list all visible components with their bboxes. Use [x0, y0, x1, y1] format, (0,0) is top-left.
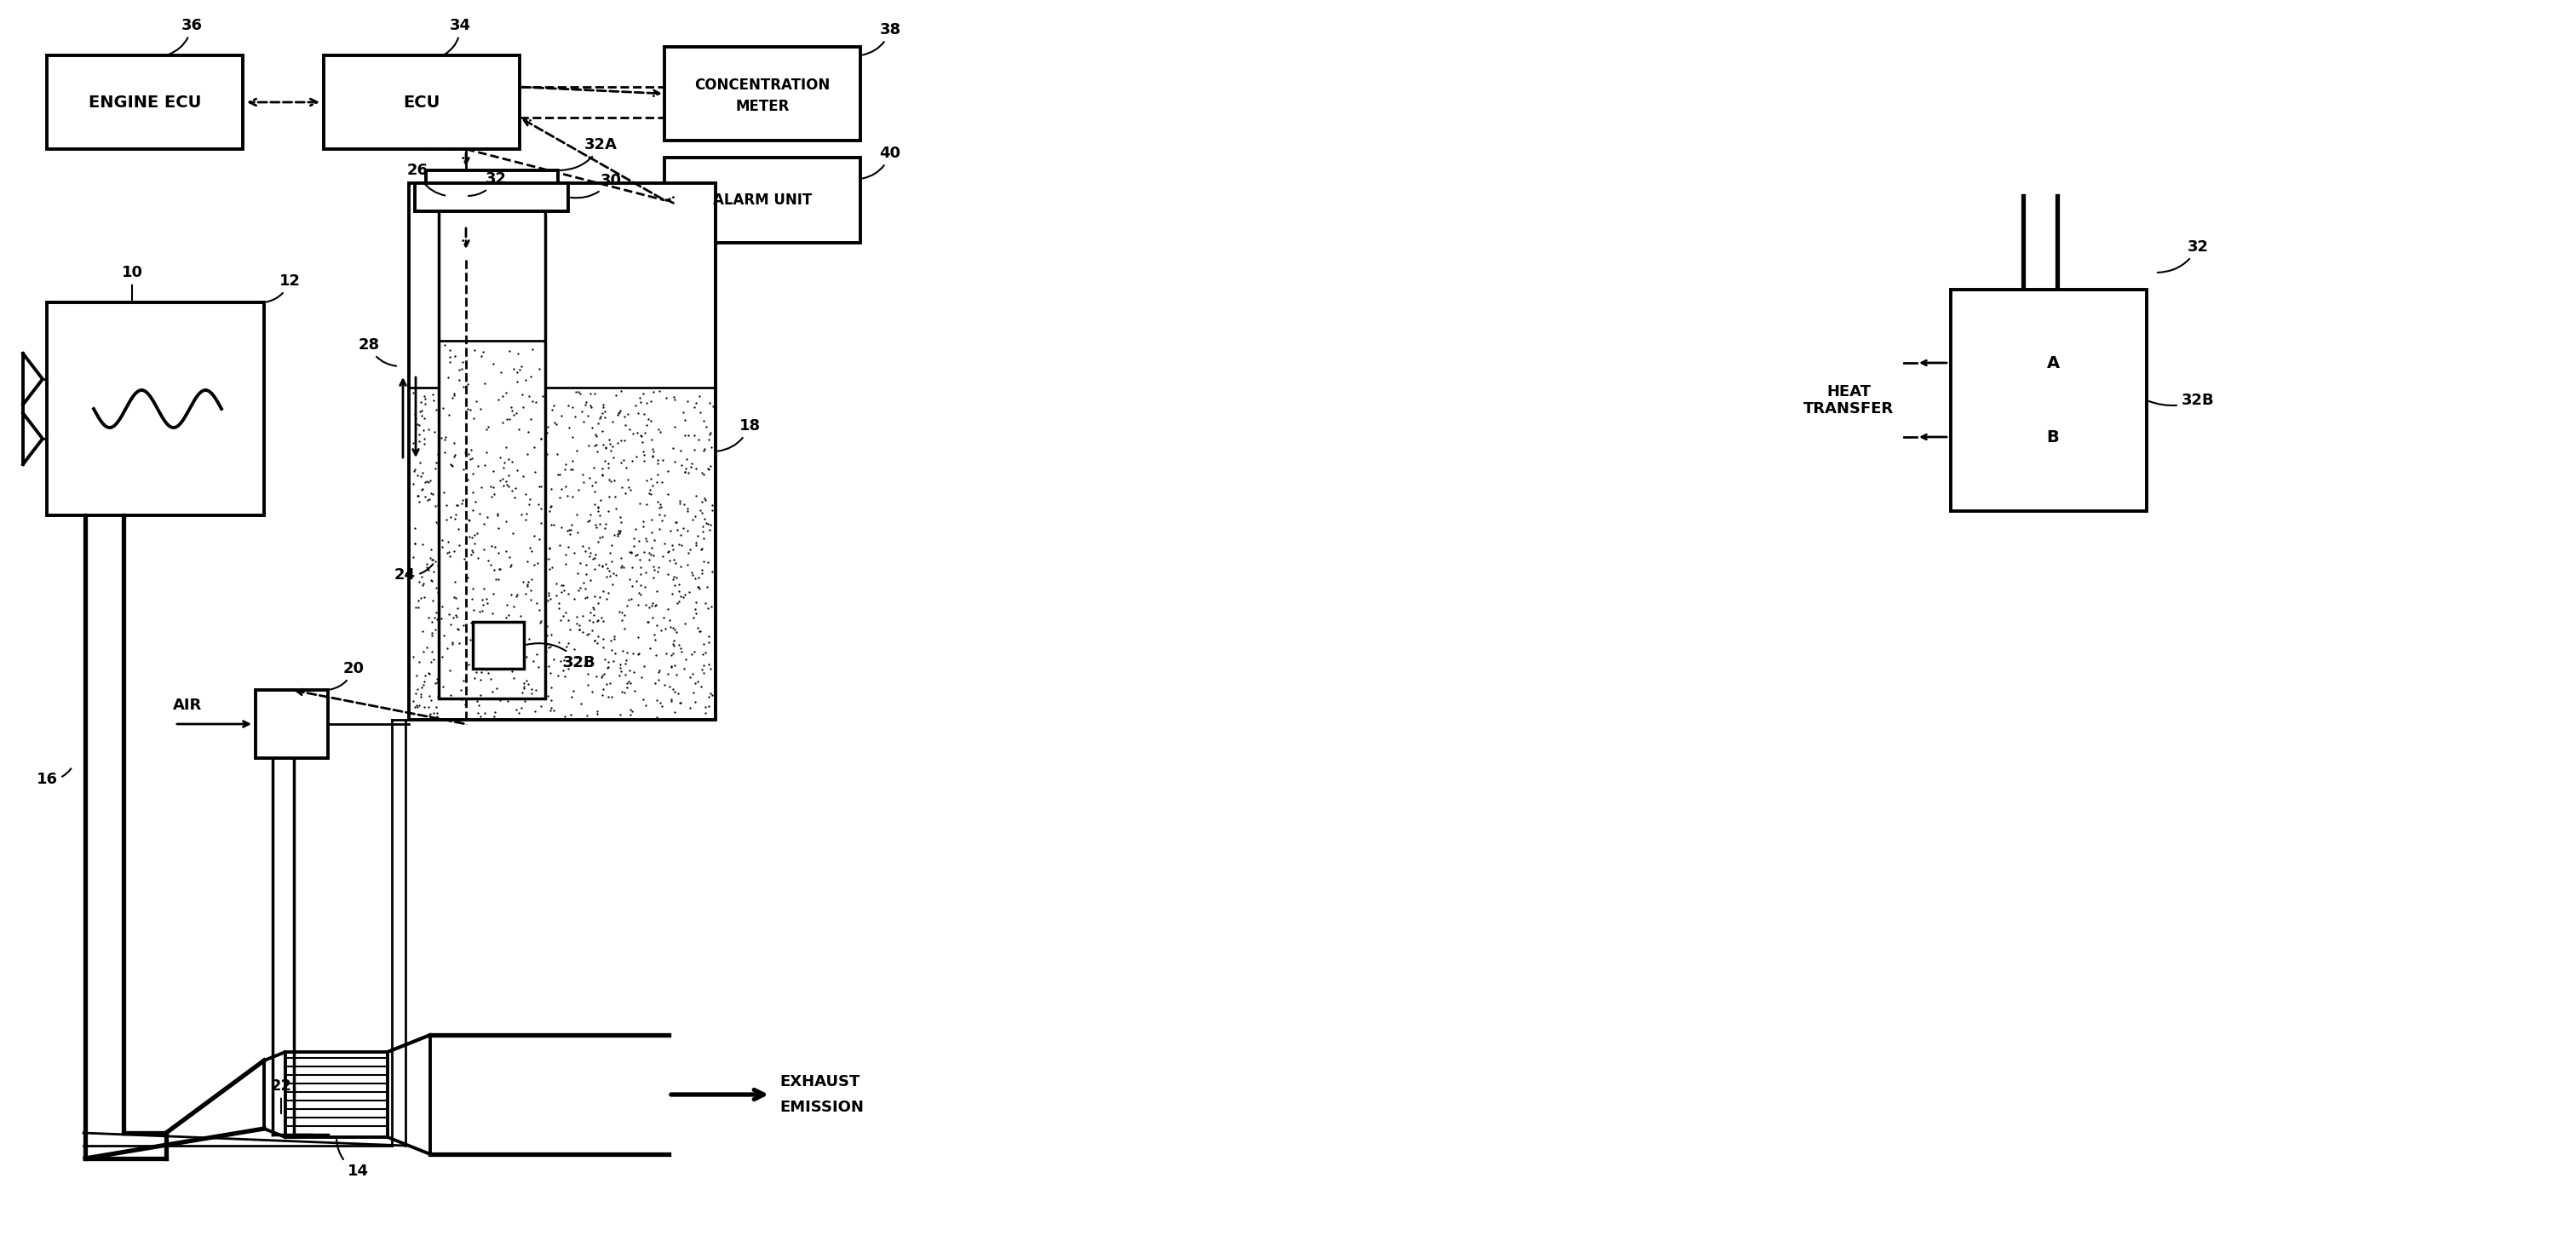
Text: ECU: ECU: [404, 94, 440, 110]
Text: A: A: [2045, 356, 2058, 372]
Bar: [255, 690, 327, 758]
Bar: [46, 302, 265, 515]
Bar: [425, 170, 559, 195]
Text: 16: 16: [36, 768, 72, 787]
Bar: [665, 158, 860, 243]
Text: 40: 40: [863, 145, 902, 178]
Bar: [286, 1053, 386, 1138]
Text: 22: 22: [270, 1079, 291, 1114]
Text: 14: 14: [337, 1139, 368, 1179]
Bar: [474, 621, 523, 669]
Bar: [665, 46, 860, 140]
Text: 10: 10: [121, 264, 142, 299]
Text: 28: 28: [358, 337, 397, 366]
Text: 12: 12: [265, 273, 301, 302]
Bar: [1950, 289, 2146, 511]
Text: 24: 24: [394, 564, 433, 583]
Text: 32A: 32A: [562, 137, 618, 170]
Bar: [415, 183, 569, 212]
Text: B: B: [2048, 430, 2058, 445]
Text: 32B: 32B: [2148, 392, 2215, 408]
Text: 32: 32: [469, 172, 507, 195]
Text: EMISSION: EMISSION: [781, 1100, 863, 1115]
Bar: [410, 183, 716, 719]
Bar: [438, 195, 546, 698]
Text: EXHAUST: EXHAUST: [781, 1074, 860, 1089]
Text: 30: 30: [569, 173, 621, 198]
Text: 18: 18: [719, 419, 760, 451]
Text: 26: 26: [407, 163, 446, 195]
Text: CONCENTRATION: CONCENTRATION: [696, 78, 829, 93]
Text: 36: 36: [167, 18, 204, 55]
Text: METER: METER: [734, 99, 788, 114]
Text: ENGINE ECU: ENGINE ECU: [88, 94, 201, 110]
Bar: [325, 55, 520, 149]
Text: 32B: 32B: [526, 643, 595, 670]
Text: AIR: AIR: [173, 698, 201, 713]
Bar: [46, 55, 242, 149]
Text: HEAT
TRANSFER: HEAT TRANSFER: [1803, 383, 1893, 417]
Text: 20: 20: [330, 662, 363, 689]
Text: 38: 38: [863, 23, 902, 55]
Text: 34: 34: [446, 18, 471, 54]
Text: 32: 32: [2159, 239, 2208, 273]
Text: ALARM UNIT: ALARM UNIT: [714, 193, 811, 208]
